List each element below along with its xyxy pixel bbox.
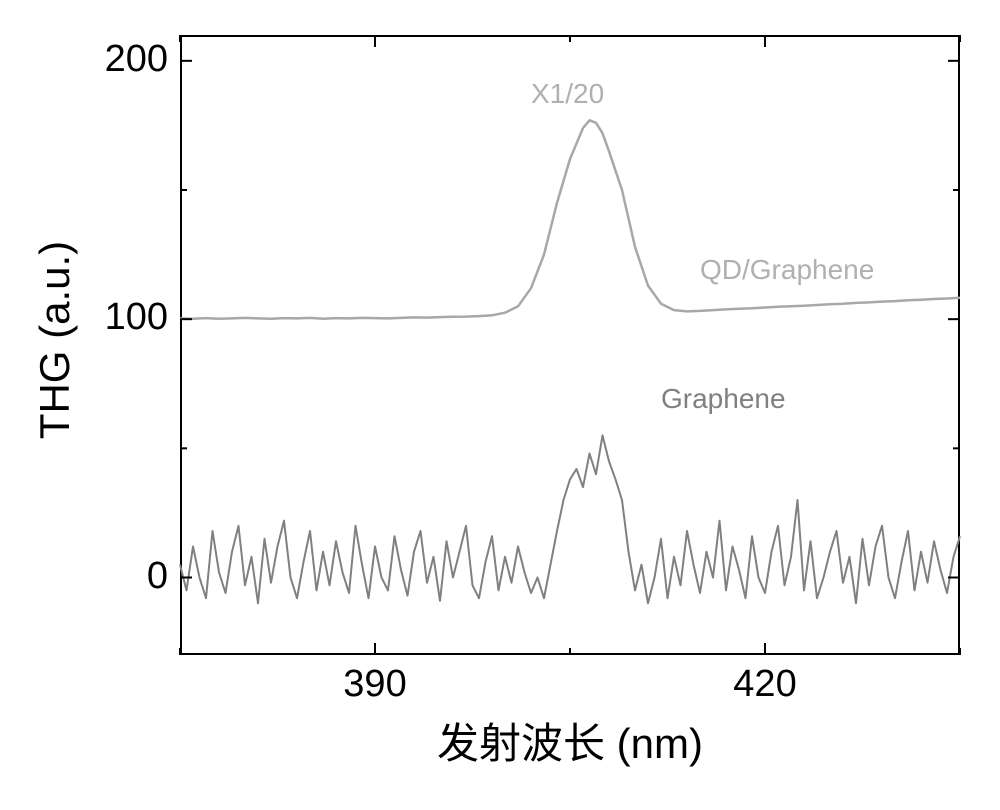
y-tick-label: 0 [147, 555, 168, 598]
y-axis-label: THG (a.u.) [31, 30, 79, 650]
chart-lines [0, 0, 1000, 810]
thg-spectrum-chart: 390 420 0 100 200 发射波长 (nm) THG (a.u.) QD/Graph… [0, 0, 1000, 810]
y-tick-label: 100 [105, 296, 168, 339]
y-tick-label: 200 [105, 38, 168, 81]
series-Graphene [180, 435, 960, 603]
x-axis-label: 发射波长 (nm) [180, 710, 960, 771]
series-QD/Graphene [180, 120, 960, 318]
series-label-Graphene: Graphene [661, 383, 786, 415]
annotation-QD/Graphene: X1/20 [531, 78, 604, 110]
x-tick-label: 390 [325, 663, 425, 706]
x-tick-label: 420 [715, 663, 815, 706]
series-label-QD/Graphene: QD/Graphene [700, 254, 874, 286]
